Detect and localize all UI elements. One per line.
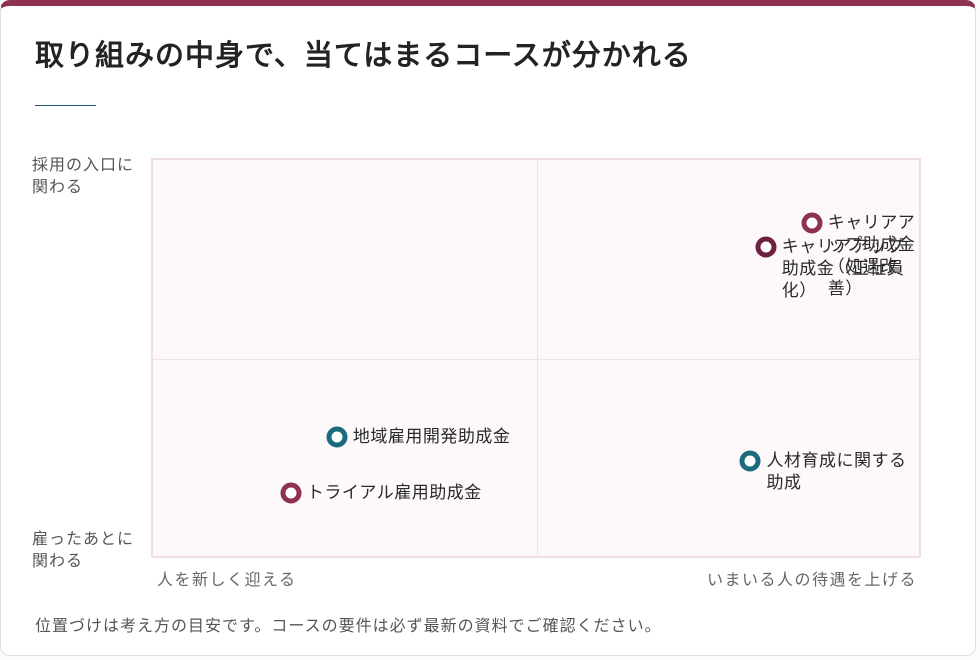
point-label: キャリアアップ助成金（処遇改善） bbox=[827, 213, 916, 300]
x-axis-left-label: 人を新しく迎える bbox=[157, 570, 297, 589]
scatter-point bbox=[326, 426, 348, 448]
point-label: 人材育成に関する助成 bbox=[766, 450, 907, 493]
footnote: 位置づけは考え方の目安です。コースの要件は必ず最新の資料でご確認ください。 bbox=[35, 616, 662, 635]
y-axis-top-label: 採用の入口に関わる bbox=[32, 155, 135, 196]
title-underline bbox=[35, 105, 96, 106]
horizontal-divider bbox=[153, 359, 919, 360]
point-label: トライアル雇用助成金 bbox=[306, 482, 482, 503]
x-axis-right-label: いまいる人の待遇を上げる bbox=[706, 570, 917, 589]
quadrant-plot: キャリアアップ助成金（処遇改善） キャリアアップ助成金（正社員化） 地域雇用開発助成… bbox=[151, 158, 921, 558]
page-title: 取り組みの中身で、当てはまるコースが分かれる bbox=[35, 38, 692, 72]
y-axis-bottom-label: 雇ったあとに関わる bbox=[32, 529, 135, 570]
scatter-point bbox=[739, 450, 761, 472]
scatter-point bbox=[755, 236, 777, 258]
scatter-point bbox=[801, 212, 823, 234]
point-label: 地域雇用開発助成金 bbox=[352, 427, 511, 448]
vertical-divider bbox=[537, 160, 538, 556]
point-label: キャリアアップ助成金（正社員化） bbox=[781, 237, 905, 302]
scatter-point bbox=[280, 482, 302, 504]
